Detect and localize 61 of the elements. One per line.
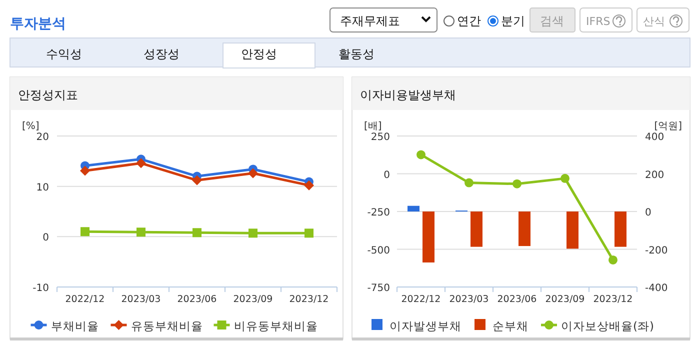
x-tick-label: 2023/03	[449, 294, 489, 305]
y2-axis-title: [억원]	[654, 121, 682, 132]
text: 검색	[540, 14, 564, 28]
y-axis-title: [배]	[364, 121, 382, 132]
y2-tick-label: 200	[645, 170, 664, 181]
y-tick-label: 10	[36, 182, 49, 194]
x-tick-label: 2023/06	[497, 294, 537, 305]
x-tick-label: 2023/09	[233, 294, 273, 305]
y-tick-label: 0	[42, 232, 49, 244]
x-tick-label: 2023/03	[121, 294, 161, 305]
legend-label: 이자발생부채	[390, 319, 462, 333]
text: 투자분석	[10, 16, 66, 32]
x-tick-label: 2022/12	[65, 294, 105, 305]
legend-label: 유동부채비율	[130, 319, 203, 333]
point	[192, 175, 202, 186]
point	[136, 228, 146, 237]
y2-tick-label: -400	[645, 283, 668, 294]
y-tick-label: 20	[36, 132, 49, 143]
point	[560, 174, 570, 183]
text: 수익성	[46, 47, 82, 61]
x-tick-label: 2023/12	[593, 294, 633, 305]
text: 주재무제표	[340, 14, 400, 28]
x-tick-label: 2023/09	[545, 294, 585, 305]
y2-tick-label: 0	[645, 208, 652, 218]
point	[304, 228, 314, 238]
y2-tick-label: 400	[645, 132, 664, 143]
point	[608, 255, 618, 264]
y-tick-label: -750	[367, 283, 390, 294]
y-tick-label: -10	[32, 283, 49, 294]
point	[248, 168, 258, 178]
text: 안정성	[241, 47, 277, 61]
legend-label: 부채비율	[50, 319, 99, 333]
legend-label: 이자보상배율(좌)	[561, 319, 654, 333]
point	[464, 178, 474, 188]
point	[512, 179, 522, 188]
chart-title: 이자비용발생부채	[360, 88, 456, 102]
point	[80, 166, 90, 176]
text: IFRS	[586, 15, 610, 28]
legend-label: 순부채	[492, 319, 528, 333]
text: 산식	[643, 15, 665, 28]
text: 성장성	[144, 47, 180, 61]
point	[80, 227, 90, 236]
y-tick-label: 0	[384, 170, 390, 181]
chart-title: 안정성지표	[18, 88, 78, 102]
y2-tick-label: -200	[645, 245, 668, 256]
x-tick-label: 2023/12	[289, 294, 329, 305]
text: 분기	[501, 14, 525, 28]
x-tick-label: 2023/06	[177, 294, 217, 305]
text: 연간	[457, 14, 481, 28]
y-axis-title: [%]	[22, 121, 40, 132]
point	[136, 158, 146, 168]
point	[248, 228, 258, 238]
point	[416, 150, 426, 160]
y-tick-label: -250	[367, 208, 390, 218]
legend-label: 비유동부채비율	[234, 319, 318, 333]
y-tick-label: -500	[367, 245, 390, 256]
point	[304, 180, 314, 190]
x-tick-label: 2022/12	[401, 294, 441, 305]
point	[192, 228, 202, 238]
text: 활동성	[338, 47, 374, 61]
y-tick-label: 250	[370, 132, 390, 143]
